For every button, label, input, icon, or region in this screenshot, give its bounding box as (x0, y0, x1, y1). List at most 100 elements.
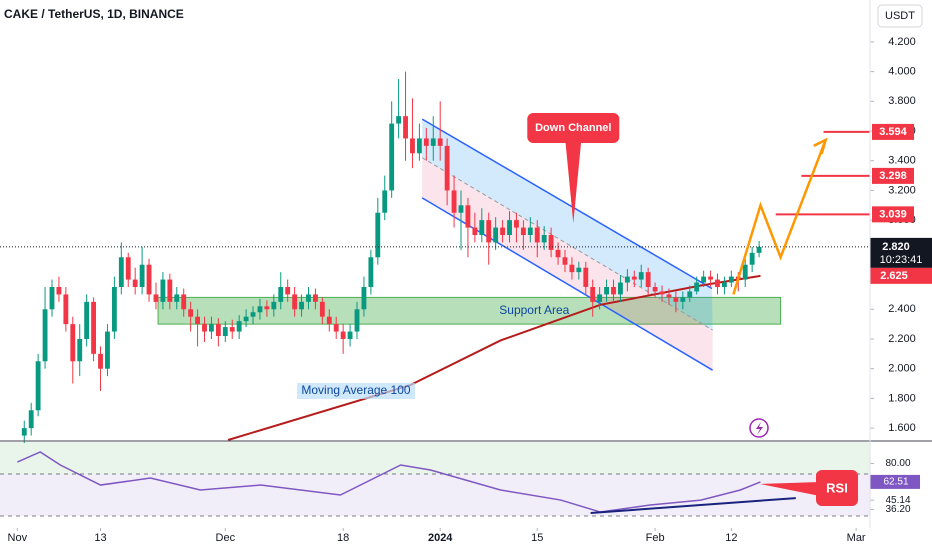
callout-label: Down Channel (535, 122, 611, 134)
candle-body (278, 286, 284, 302)
candle-body (520, 227, 526, 235)
channel-upper (421, 118, 713, 290)
countdown: 10:23:41 (880, 254, 923, 266)
candle-body (56, 286, 62, 295)
candle-body (416, 138, 422, 154)
rsi-callout-box (816, 470, 858, 506)
rsi-tick-label: 45.14 (885, 495, 910, 506)
candle-body (472, 227, 478, 235)
candle-body (652, 286, 658, 292)
candle-body (423, 138, 429, 146)
price-pane: 4.2004.0003.8003.6003.4003.2003.0002.800… (0, 36, 932, 443)
candle-body (569, 264, 575, 273)
rsi-tick-label: 36.20 (885, 504, 910, 515)
candle-body (444, 145, 450, 191)
candle-body (250, 312, 256, 317)
candle-body (236, 321, 242, 332)
candle-body (715, 279, 720, 287)
candle-body (465, 205, 471, 228)
candle-body (77, 338, 83, 362)
candle-body (195, 316, 200, 325)
candle-body (721, 282, 727, 287)
candle-body (548, 235, 554, 250)
candle-body (167, 279, 173, 302)
rsi-line (17, 451, 761, 513)
currency-button[interactable] (877, 4, 923, 28)
candle-body (576, 267, 582, 273)
candle-body (590, 286, 596, 302)
candle-body (243, 316, 249, 322)
candle-body (285, 286, 291, 295)
rsi-callout-pointer (760, 482, 820, 496)
candle-body (631, 276, 637, 280)
candle-body (597, 294, 603, 302)
candle-body (333, 324, 339, 332)
candle-body (202, 324, 207, 332)
candle-body (486, 220, 492, 243)
ma-label-bg (297, 383, 415, 399)
rsi-top-fill (0, 442, 870, 475)
x-tick-label: Mar (847, 532, 866, 544)
candle-body (583, 267, 589, 287)
candle-body (49, 286, 55, 310)
candle-body (215, 324, 221, 337)
candle-body (527, 227, 533, 235)
candle-body (63, 294, 69, 325)
candle-body (160, 279, 166, 302)
channel-lower (421, 197, 714, 371)
candle-body (21, 428, 27, 436)
chart-title: CAKE / TetherUS, 1D, BINANCE (4, 7, 184, 21)
rsi-tick-label: 80.00 (885, 458, 910, 469)
candle-body (694, 282, 700, 292)
currency[interactable]: USDT (885, 10, 915, 22)
candle-body (396, 116, 402, 124)
candle-body (118, 257, 124, 287)
rsi-current-box (870, 474, 920, 489)
candle-body (105, 331, 110, 369)
candle-body (562, 257, 568, 265)
candle-body (749, 252, 755, 265)
candle-body (326, 316, 332, 325)
candle-body (306, 294, 311, 302)
candle-body (389, 123, 395, 191)
candle-body (361, 286, 367, 310)
candle-body (541, 235, 547, 243)
candle-body (624, 276, 630, 283)
candle-body (756, 246, 762, 253)
candle-body (430, 138, 436, 146)
target-box (872, 206, 914, 223)
candle-body (687, 291, 693, 298)
x-tick-label: 15 (531, 532, 543, 544)
candle-body (111, 286, 117, 332)
target-label: 3.298 (879, 170, 907, 182)
y-tick-label: 4.200 (888, 36, 916, 48)
target-label: 3.039 (879, 208, 907, 220)
y-tick-label: 3.400 (888, 155, 916, 167)
target-label: 3.594 (879, 126, 907, 138)
candle-body (382, 190, 388, 213)
candle-body (292, 294, 298, 310)
candle-body (84, 301, 90, 339)
candle-body (645, 272, 651, 287)
candle-body (264, 306, 270, 310)
x-tick-label: Nov (8, 532, 28, 544)
rsi-band (0, 474, 870, 517)
ma-value-label: 2.625 (880, 270, 908, 282)
candle-body (666, 294, 672, 298)
candle-body (728, 276, 734, 283)
y-tick-label: 4.000 (888, 66, 916, 78)
channel-middle (421, 157, 713, 331)
candle-body (125, 257, 131, 280)
rsi-trendline (590, 497, 796, 514)
candle-body (604, 286, 609, 295)
candle-body (229, 327, 235, 332)
candle-body (146, 264, 152, 295)
candle-body (437, 138, 443, 146)
ma-value-box (870, 267, 932, 284)
candle-body (312, 294, 318, 302)
alert-bolt[interactable] (756, 422, 763, 435)
candle-body (257, 306, 263, 313)
candle-body (458, 205, 464, 213)
